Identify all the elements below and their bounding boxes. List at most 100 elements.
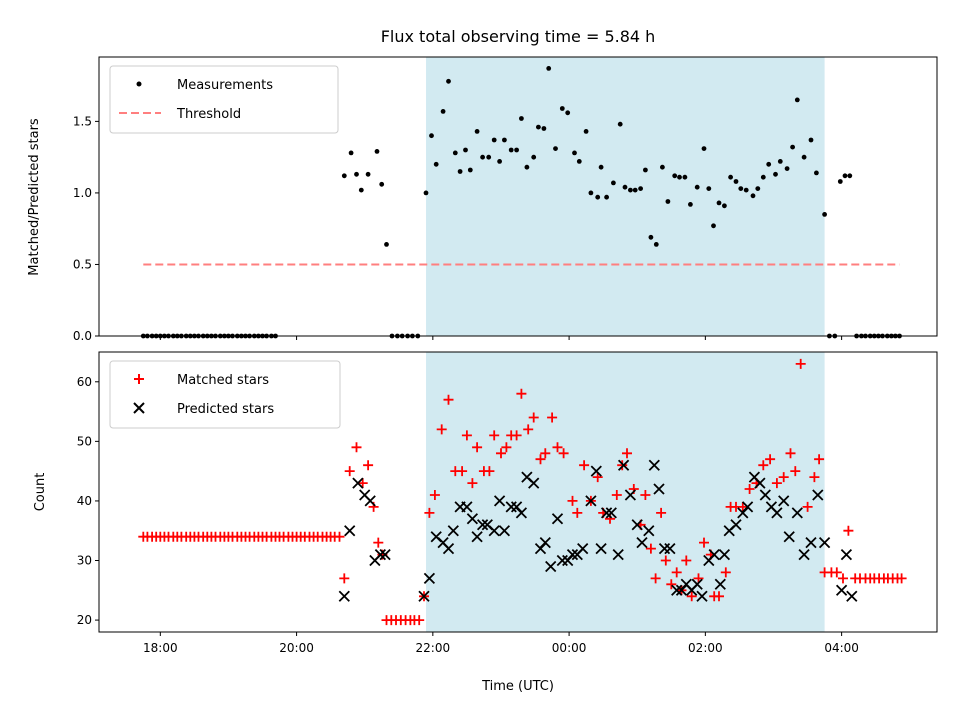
top-ytick-label: 1.5 bbox=[73, 114, 92, 128]
measurement-point bbox=[379, 181, 385, 187]
predicted-point bbox=[545, 560, 557, 573]
measurement-point bbox=[604, 194, 609, 200]
matched-point bbox=[681, 555, 692, 566]
predicted-point bbox=[636, 536, 648, 549]
matched-point bbox=[645, 543, 656, 554]
matched-point bbox=[611, 490, 622, 500]
matched-point bbox=[511, 430, 522, 441]
measurement-point bbox=[766, 161, 772, 167]
bottom-xlabel: Time (UTC) bbox=[481, 679, 554, 694]
predicted-point bbox=[730, 519, 742, 531]
matched-point bbox=[744, 484, 755, 494]
predicted-point bbox=[423, 572, 436, 585]
top-ytick-label: 1.0 bbox=[73, 186, 92, 200]
measurement-point bbox=[583, 129, 589, 134]
bottom-xtick-label: 00:00 bbox=[552, 641, 587, 655]
predicted-point bbox=[643, 525, 655, 537]
predicted-point bbox=[515, 507, 528, 519]
matched-point bbox=[622, 448, 632, 459]
measurement-point bbox=[491, 137, 497, 143]
bottom-xtick-label: 04:00 bbox=[824, 641, 859, 655]
measurement-point bbox=[784, 166, 790, 172]
predicted-point bbox=[805, 536, 817, 549]
predicted-point bbox=[818, 536, 831, 549]
measurement-point bbox=[486, 154, 492, 160]
measurement-point bbox=[531, 154, 537, 160]
predicted-point bbox=[624, 489, 637, 501]
measurement-point bbox=[688, 202, 693, 207]
bottom-ytick-label: 30 bbox=[77, 554, 92, 568]
measurement-point bbox=[790, 144, 795, 150]
matched-point bbox=[771, 478, 782, 489]
measurement-point bbox=[716, 200, 722, 206]
measurement-point bbox=[643, 167, 648, 173]
predicted-point bbox=[551, 513, 564, 525]
measurement-point bbox=[480, 154, 485, 160]
predicted-point bbox=[835, 584, 848, 596]
matched-point bbox=[339, 573, 350, 584]
matched-point bbox=[838, 573, 848, 584]
measurement-point bbox=[755, 186, 761, 192]
measurement-point bbox=[572, 150, 577, 156]
predicted-point bbox=[696, 590, 708, 602]
measurement-point bbox=[429, 133, 434, 139]
predicted-point bbox=[791, 507, 803, 519]
bottom-ylabel: Count bbox=[33, 473, 48, 512]
predicted-point bbox=[759, 489, 771, 501]
bottom-ytick-label: 20 bbox=[77, 613, 92, 627]
legend-matched-label: Matched stars bbox=[177, 373, 269, 388]
measurement-point bbox=[822, 212, 827, 217]
matched-point bbox=[720, 567, 731, 578]
matched-point bbox=[686, 591, 697, 602]
legend-predicted-marker bbox=[133, 402, 145, 414]
predicted-point bbox=[671, 584, 683, 596]
bottom-observing-span bbox=[426, 352, 825, 632]
matched-point bbox=[489, 430, 500, 441]
matched-point bbox=[496, 448, 506, 459]
predicted-point bbox=[418, 590, 430, 602]
predicted-point bbox=[566, 548, 579, 561]
measurement-point bbox=[665, 199, 671, 204]
measurement-point bbox=[598, 164, 604, 170]
measurement-point bbox=[628, 187, 633, 193]
matched-point bbox=[558, 448, 569, 459]
predicted-point bbox=[344, 525, 356, 537]
matched-point bbox=[373, 537, 384, 548]
matched-point bbox=[436, 424, 447, 435]
matched-point bbox=[650, 573, 661, 584]
measurement-point bbox=[423, 190, 429, 196]
matched-point bbox=[843, 525, 854, 536]
matched-point bbox=[516, 388, 527, 399]
bottom-plot-frame bbox=[98, 351, 938, 633]
chart-title: Flux total observing time = 5.84 h bbox=[381, 27, 656, 46]
measurement-point bbox=[541, 126, 547, 131]
measurement-point bbox=[452, 150, 458, 156]
predicted-point bbox=[783, 531, 795, 543]
predicted-point bbox=[653, 483, 665, 495]
predicted-point bbox=[812, 489, 824, 501]
measurement-point bbox=[576, 159, 582, 164]
bottom-ytick-label: 60 bbox=[77, 375, 92, 389]
measurement-point bbox=[808, 137, 814, 143]
predicted-point bbox=[493, 495, 506, 507]
measurement-point bbox=[672, 173, 678, 179]
measurement-point bbox=[365, 171, 371, 177]
matched-point bbox=[617, 460, 628, 471]
predicted-point bbox=[664, 542, 676, 555]
legend-predicted-label: Predicted stars bbox=[177, 402, 274, 417]
measurement-point bbox=[632, 187, 638, 193]
measurement-point bbox=[474, 129, 480, 134]
measurement-point bbox=[733, 179, 739, 184]
measurement-point bbox=[743, 187, 749, 193]
measurement-point bbox=[457, 169, 463, 174]
measurement-point bbox=[595, 194, 601, 200]
matched-point bbox=[424, 507, 435, 518]
measurement-point bbox=[508, 147, 514, 153]
matched-point bbox=[671, 567, 682, 578]
bottom-legend-box bbox=[109, 360, 341, 429]
measurement-point bbox=[546, 66, 552, 71]
bottom-ytick-label: 40 bbox=[77, 494, 92, 508]
measurement-point bbox=[617, 121, 623, 127]
bottom-xtick-label: 18:00 bbox=[143, 641, 178, 655]
measurement-point bbox=[354, 171, 359, 177]
